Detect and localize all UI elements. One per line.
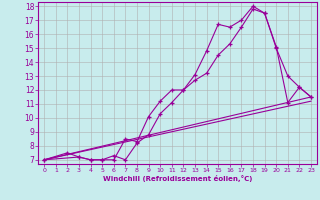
- X-axis label: Windchill (Refroidissement éolien,°C): Windchill (Refroidissement éolien,°C): [103, 175, 252, 182]
